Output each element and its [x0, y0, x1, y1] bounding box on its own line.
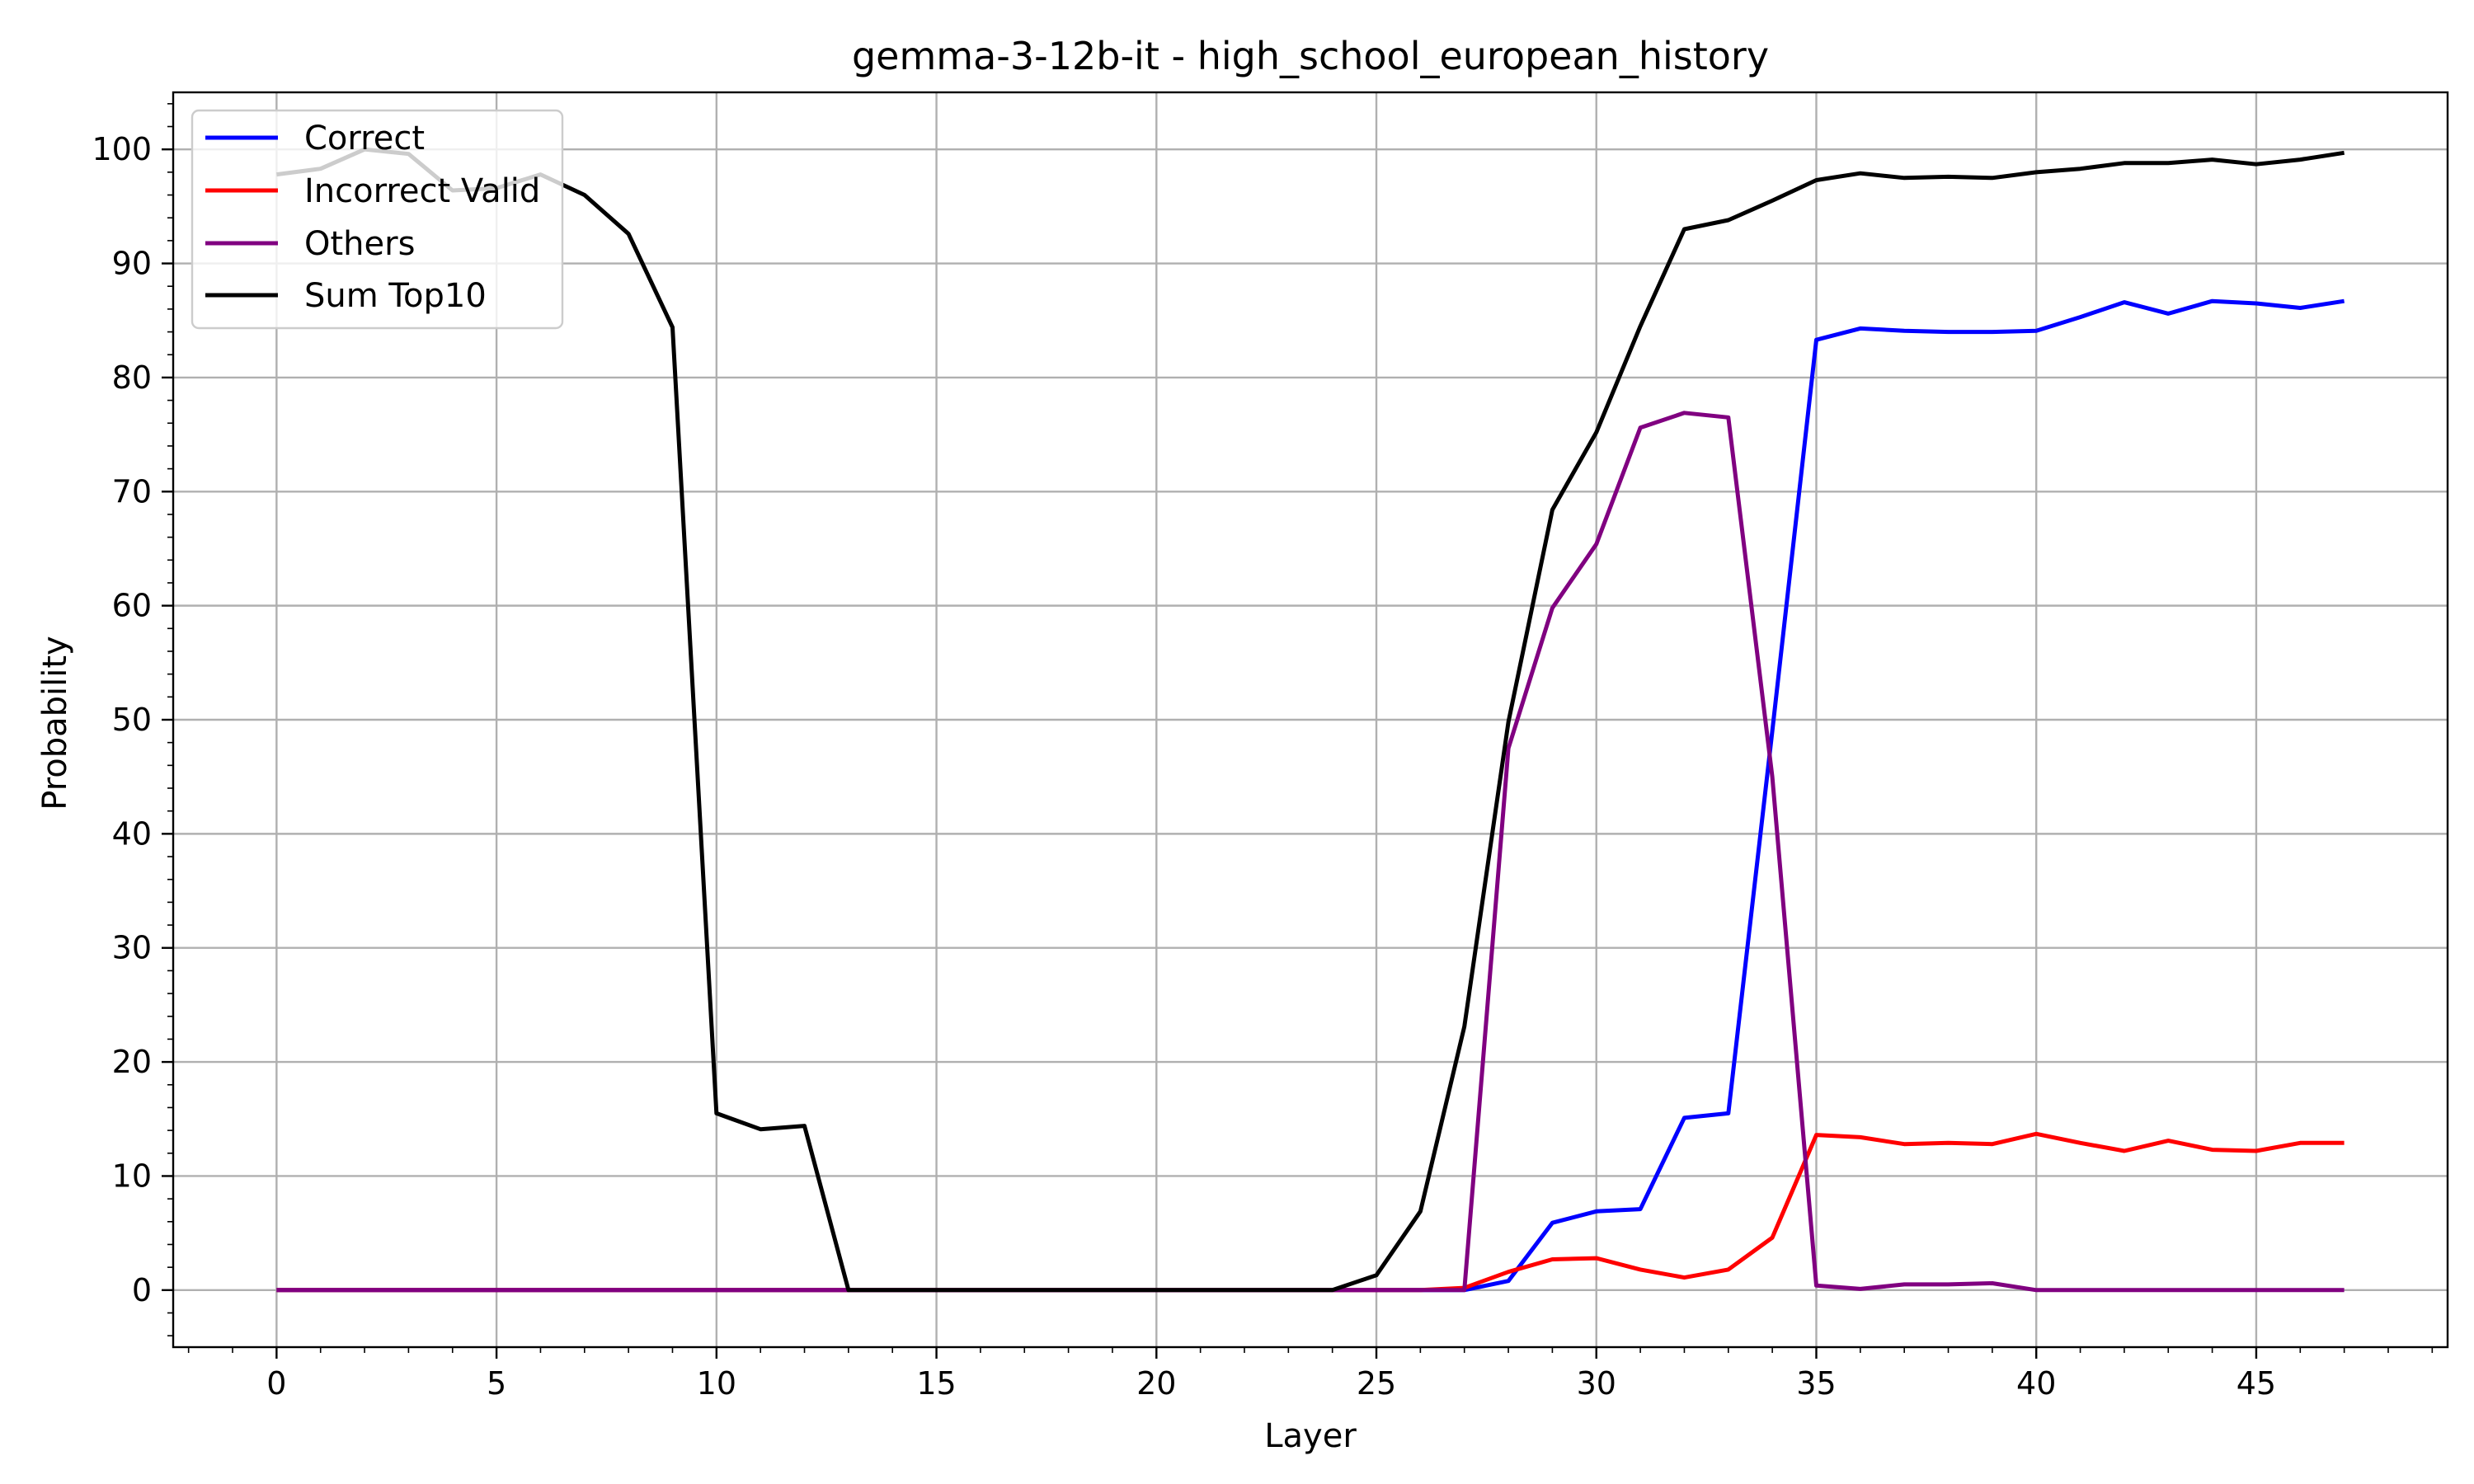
x-tick-label: 25 [1357, 1365, 1396, 1402]
y-tick-label: 50 [112, 702, 152, 738]
x-tick-label: 30 [1577, 1365, 1616, 1402]
x-tick-label: 35 [1796, 1365, 1836, 1402]
legend-box [190, 109, 564, 330]
x-tick-label: 15 [916, 1365, 956, 1402]
y-tick-label: 30 [112, 930, 152, 966]
y-tick-label: 60 [112, 588, 152, 624]
x-tick-label: 5 [487, 1365, 506, 1402]
x-axis-label: Layer [1264, 1417, 1357, 1455]
x-tick-label: 40 [2016, 1365, 2056, 1402]
y-tick-label: 10 [112, 1158, 152, 1194]
x-tick-label: 0 [266, 1365, 286, 1402]
y-tick-label: 70 [112, 473, 152, 510]
legend-label-sum-top10: Sum Top10 [304, 277, 487, 315]
axis-ticks: 0 5 10 15 20 25 30 35 40 45 0 10 20 30 40 50 60 70 80 90 100 [92, 103, 2434, 1402]
legend-label-incorrect-valid: Incorrect Valid [304, 172, 540, 210]
y-tick-label: 40 [112, 815, 152, 852]
legend-label-others: Others [304, 225, 415, 263]
y-tick-label: 80 [112, 359, 152, 396]
series-group [276, 147, 2345, 1293]
y-tick-label: 90 [112, 246, 152, 282]
x-tick-label: 45 [2236, 1365, 2276, 1402]
y-tick-label: 20 [112, 1044, 152, 1080]
x-tick-label: 20 [1136, 1365, 1176, 1402]
legend: Correct Incorrect Valid Others Sum Top10 [190, 109, 564, 330]
legend-label-correct: Correct [304, 120, 425, 157]
y-axis-label: Probability [36, 636, 74, 810]
x-tick-label: 10 [697, 1365, 736, 1402]
series-line-sum-top10 [276, 147, 2345, 1293]
y-tick-label: 100 [92, 131, 152, 167]
chart-title: gemma-3-12b-it - high_school_european_hi… [852, 34, 1769, 78]
y-tick-label: 0 [132, 1272, 152, 1308]
